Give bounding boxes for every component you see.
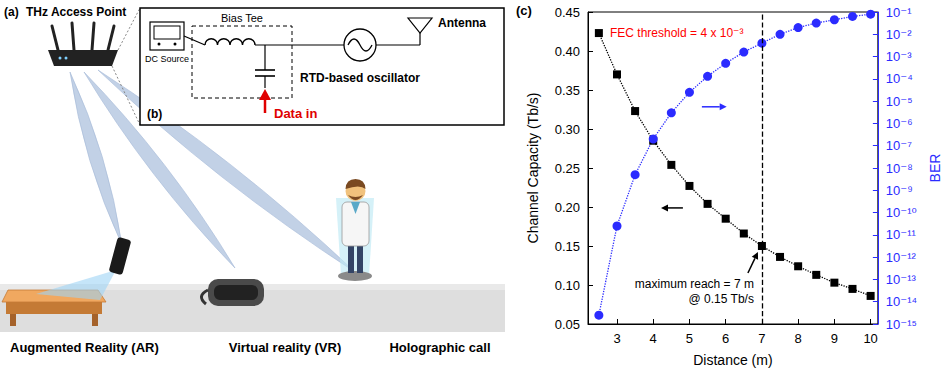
svg-text:Antenna: Antenna: [438, 16, 486, 30]
svg-text:10⁻⁸: 10⁻⁸: [886, 161, 913, 176]
svg-text:10⁻¹²: 10⁻¹²: [886, 250, 917, 265]
svg-text:0.05: 0.05: [555, 317, 580, 332]
svg-text:0.40: 0.40: [555, 44, 580, 59]
svg-text:0.15: 0.15: [555, 239, 580, 254]
svg-text:0.45: 0.45: [555, 5, 580, 20]
svg-text:10⁻⁹: 10⁻⁹: [886, 183, 913, 198]
svg-text:0.10: 0.10: [555, 278, 580, 293]
svg-text:10⁻¹⁰: 10⁻¹⁰: [886, 205, 917, 220]
svg-text:maximum reach = 7 m: maximum reach = 7 m: [635, 277, 754, 291]
svg-text:Channel Capacity (Tb/s): Channel Capacity (Tb/s): [525, 93, 541, 244]
svg-text:(a): (a): [4, 5, 19, 19]
svg-text:4: 4: [650, 331, 657, 346]
svg-text:Virtual reality (VR): Virtual reality (VR): [229, 340, 341, 355]
svg-text:Augmented Reality (AR): Augmented Reality (AR): [10, 340, 159, 355]
svg-text:10⁻¹¹: 10⁻¹¹: [886, 227, 917, 242]
svg-text:10⁻²: 10⁻²: [886, 27, 912, 42]
svg-text:RTD-based oscillator: RTD-based oscillator: [300, 71, 420, 85]
svg-text:6: 6: [722, 331, 729, 346]
svg-text:BER: BER: [927, 154, 943, 183]
svg-text:5: 5: [686, 331, 693, 346]
svg-text:0.20: 0.20: [555, 200, 580, 215]
svg-text:Distance (m): Distance (m): [693, 352, 772, 368]
svg-text:Holographic call: Holographic call: [389, 340, 490, 355]
svg-text:10: 10: [863, 331, 877, 346]
svg-text:@ 0.15 Tb/s: @ 0.15 Tb/s: [689, 292, 754, 306]
svg-text:8: 8: [795, 331, 802, 346]
svg-text:10⁻³: 10⁻³: [886, 49, 912, 64]
svg-text:(c): (c): [516, 3, 532, 18]
svg-text:10⁻⁷: 10⁻⁷: [886, 138, 912, 153]
svg-text:0.25: 0.25: [555, 161, 580, 176]
svg-text:10⁻¹⁵: 10⁻¹⁵: [886, 317, 917, 332]
svg-text:7: 7: [758, 331, 765, 346]
svg-text:Bias Tee: Bias Tee: [221, 12, 263, 24]
svg-text:10⁻¹⁴: 10⁻¹⁴: [886, 294, 917, 309]
svg-text:(b): (b): [147, 107, 162, 121]
svg-text:THz Access Point: THz Access Point: [26, 5, 126, 19]
svg-text:10⁻⁵: 10⁻⁵: [886, 94, 913, 109]
svg-text:10⁻⁴: 10⁻⁴: [886, 71, 913, 86]
svg-text:Data in: Data in: [274, 106, 317, 121]
svg-text:10⁻¹: 10⁻¹: [886, 5, 912, 20]
svg-text:3: 3: [613, 331, 620, 346]
svg-text:DC Source: DC Source: [145, 54, 189, 64]
svg-text:9: 9: [831, 331, 838, 346]
svg-text:0.35: 0.35: [555, 83, 580, 98]
svg-text:10⁻⁶: 10⁻⁶: [886, 116, 913, 131]
svg-text:FEC threshold = 4 x 10⁻³: FEC threshold = 4 x 10⁻³: [610, 26, 743, 40]
svg-text:10⁻¹³: 10⁻¹³: [886, 272, 917, 287]
svg-text:0.30: 0.30: [555, 122, 580, 137]
